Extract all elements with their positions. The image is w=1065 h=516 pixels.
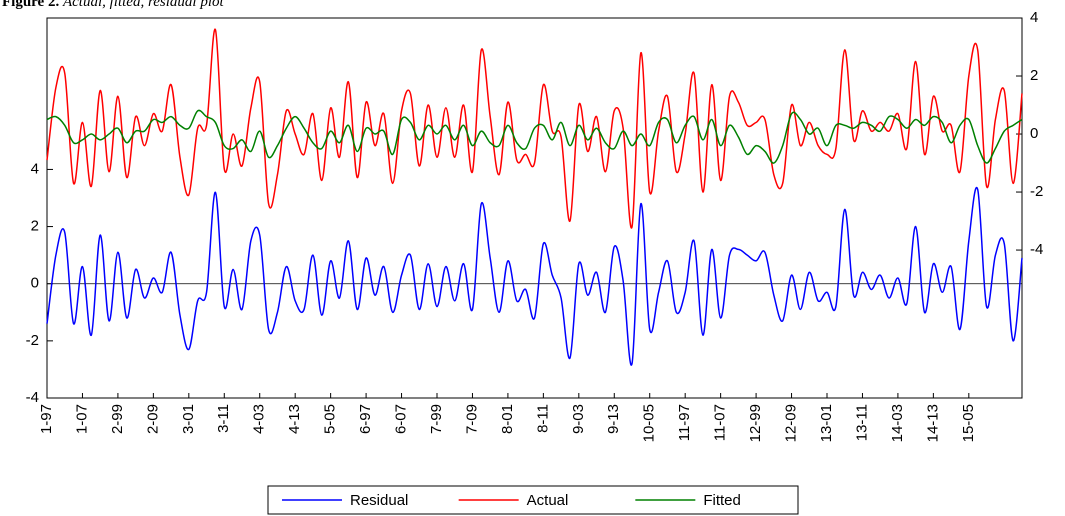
x-tick-label: 6-97: [357, 404, 374, 434]
x-tick-label: 14-03: [889, 404, 906, 442]
x-tick-label: 6-07: [393, 404, 410, 434]
series-line: [46, 186, 1023, 366]
y2-tick-label: -4: [1030, 241, 1043, 258]
x-tick-label: 7-09: [463, 404, 480, 434]
chart-title: Figure 2.: [2, 0, 59, 10]
legend-label: Actual: [527, 492, 569, 509]
legend: [267, 485, 799, 515]
x-tick-label: 13-01: [818, 404, 835, 442]
x-tick-label: 7-99: [428, 404, 445, 434]
y-tick-label: 0: [31, 275, 39, 292]
x-tick-label: 2-09: [144, 404, 161, 434]
x-tick-label: 8-01: [499, 404, 516, 434]
x-tick-label: 3-11: [215, 404, 232, 433]
legend-label: Residual: [350, 492, 408, 509]
y2-tick-label: 0: [1030, 125, 1038, 142]
x-tick-label: 4-03: [251, 404, 268, 434]
x-tick-label: 15-05: [960, 404, 977, 442]
y2-tick-label: 2: [1030, 67, 1038, 84]
y2-tick-label: 4: [1030, 9, 1038, 26]
legend-label: Fitted: [703, 492, 741, 509]
y-tick-label: -4: [26, 389, 39, 406]
x-tick-label: 2-99: [109, 404, 126, 434]
series-line: [46, 28, 1023, 229]
x-tick-label: 12-09: [783, 404, 800, 442]
x-tick-label: 4-13: [286, 404, 303, 434]
x-tick-label: 11-07: [712, 404, 729, 441]
x-tick-label: 1-07: [73, 404, 90, 434]
title-group: Figure 2. Actual, fitted, residual plot: [2, 0, 224, 10]
x-tick-label: 5-05: [322, 404, 339, 434]
y-tick-label: -2: [26, 332, 39, 349]
x-tick-label: 14-13: [924, 404, 941, 442]
x-tick-label: 9-03: [570, 404, 587, 434]
y-tick-label: 2: [31, 218, 39, 235]
x-tick-label: 1-97: [38, 404, 55, 434]
x-tick-label: 12-99: [747, 404, 764, 442]
plot-frame: [46, 17, 1023, 399]
x-tick-label: 3-01: [180, 404, 197, 434]
chart-subtitle: Actual, fitted, residual plot: [62, 0, 225, 10]
x-tick-label: 11-97: [676, 404, 693, 441]
x-tick-label: 10-05: [641, 404, 658, 442]
y2-tick-label: -2: [1030, 183, 1043, 200]
x-tick-label: 13-11: [853, 404, 870, 441]
y-tick-label: 4: [31, 160, 39, 177]
x-tick-label: 8-11: [534, 404, 551, 433]
series-line: [46, 109, 1023, 164]
x-tick-label: 9-13: [605, 404, 622, 434]
